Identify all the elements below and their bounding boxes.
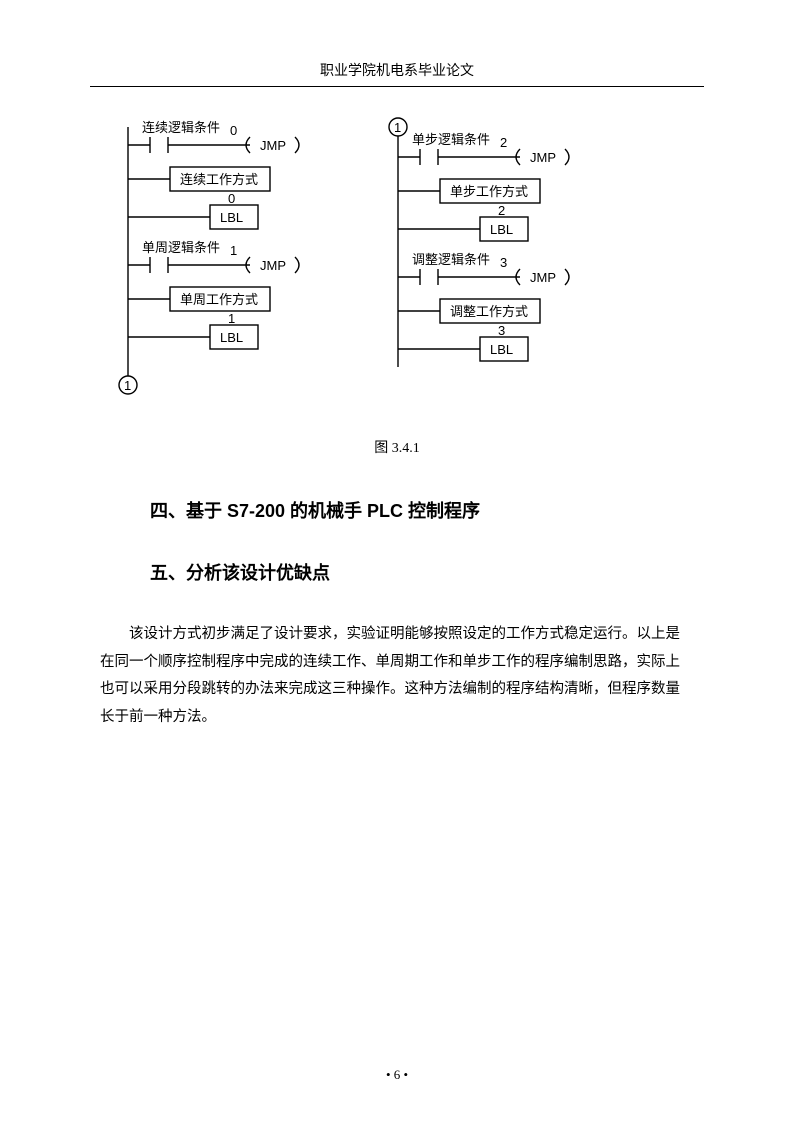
section-5-heading: 五、分析该设计优缺点 xyxy=(150,559,704,585)
page-header: 职业学院机电系毕业论文 xyxy=(90,60,704,87)
r0-coil: JMP xyxy=(260,138,286,153)
section-4-heading: 四、基于 S7-200 的机械手 PLC 控制程序 xyxy=(150,497,704,523)
ladder-left: 连续逻辑条件 0 JMP 连续工作方式 0 LBL 单周逻辑条件 1 JMP 单… xyxy=(110,117,320,397)
r2-num: 2 xyxy=(500,135,507,150)
ladder-left-svg: 连续逻辑条件 0 JMP 连续工作方式 0 LBL 单周逻辑条件 1 JMP 单… xyxy=(110,117,320,397)
r1-coil: JMP xyxy=(260,258,286,273)
r0-cond: 连续逻辑条件 xyxy=(142,120,220,135)
r1-num: 1 xyxy=(230,243,237,258)
r0-box: 连续工作方式 xyxy=(180,172,258,187)
r3-cond: 调整逻辑条件 xyxy=(412,252,490,267)
r2-lbl: LBL xyxy=(490,222,513,237)
page-number: 6 xyxy=(394,1067,401,1082)
r2-cond: 单步逻辑条件 xyxy=(412,132,490,147)
page-footer: • 6 • xyxy=(0,1067,794,1083)
r1-lblnum: 1 xyxy=(228,311,235,326)
ladder-right-svg: 1 单步逻辑条件 2 JMP 单步工作方式 2 LBL 调整逻辑条件 3 JMP… xyxy=(380,117,590,377)
section-5-body: 该设计方式初步满足了设计要求，实验证明能够按照设定的工作方式稳定运行。以上是在同… xyxy=(100,621,694,731)
r3-lbl: LBL xyxy=(490,342,513,357)
r2-coil: JMP xyxy=(530,150,556,165)
r1-box: 单周工作方式 xyxy=(180,292,258,307)
r0-lblnum: 0 xyxy=(228,191,235,206)
r3-coil: JMP xyxy=(530,270,556,285)
figure-caption: 图 3.4.1 xyxy=(90,437,704,457)
r3-lblnum: 3 xyxy=(498,323,505,338)
connector-out: 1 xyxy=(124,378,131,393)
r2-box: 单步工作方式 xyxy=(450,184,528,199)
r1-cond: 单周逻辑条件 xyxy=(142,240,220,255)
r0-num: 0 xyxy=(230,123,237,138)
ladder-right: 1 单步逻辑条件 2 JMP 单步工作方式 2 LBL 调整逻辑条件 3 JMP… xyxy=(380,117,590,397)
r2-lblnum: 2 xyxy=(498,203,505,218)
connector-in: 1 xyxy=(394,120,401,135)
header-title: 职业学院机电系毕业论文 xyxy=(320,64,474,79)
r3-box: 调整工作方式 xyxy=(450,304,528,319)
r1-lbl: LBL xyxy=(220,330,243,345)
r0-lbl: LBL xyxy=(220,210,243,225)
ladder-diagram: 连续逻辑条件 0 JMP 连续工作方式 0 LBL 单周逻辑条件 1 JMP 单… xyxy=(110,117,704,397)
r3-num: 3 xyxy=(500,255,507,270)
